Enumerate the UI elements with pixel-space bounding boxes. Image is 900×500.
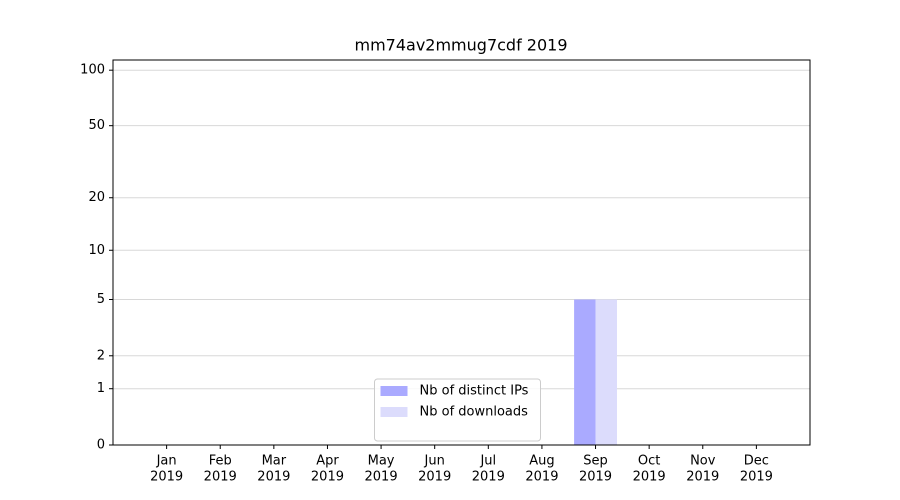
bar <box>574 299 596 445</box>
bar <box>595 299 617 445</box>
x-tick-label: 2019 <box>204 470 237 485</box>
x-tick-label: 2019 <box>257 470 290 485</box>
x-tick-label: Sep <box>583 454 608 469</box>
x-tick-label: 2019 <box>365 470 398 485</box>
x-tick-label: 2019 <box>150 470 183 485</box>
x-tick-label: 2019 <box>525 470 558 485</box>
y-tick-label: 5 <box>97 292 105 307</box>
legend-label: Nb of distinct IPs <box>420 384 529 399</box>
y-tick-label: 100 <box>80 63 105 78</box>
y-tick-label: 10 <box>88 243 105 258</box>
x-tick-label: Apr <box>316 454 339 469</box>
x-tick-label: Aug <box>529 454 554 469</box>
x-tick-label: Nov <box>690 454 716 469</box>
x-tick-label: Jul <box>479 454 496 469</box>
x-tick-label: Dec <box>744 454 769 469</box>
chart-title: mm74av2mmug7cdf 2019 <box>354 36 567 55</box>
y-tick-label: 0 <box>97 438 105 453</box>
x-tick-label: Mar <box>262 454 287 469</box>
x-tick-label: Feb <box>209 454 232 469</box>
x-tick-label: 2019 <box>579 470 612 485</box>
plot-frame <box>112 59 811 446</box>
legend-box <box>374 378 541 442</box>
x-tick-label: 2019 <box>686 470 719 485</box>
x-tick-label: 2019 <box>418 470 451 485</box>
legend-label: Nb of downloads <box>420 405 529 420</box>
legend-swatch <box>380 386 408 396</box>
x-tick-label: 2019 <box>311 470 344 485</box>
y-tick-label: 1 <box>97 381 105 396</box>
x-tick-label: Oct <box>638 454 660 469</box>
x-tick-label: Jan <box>156 454 177 469</box>
y-tick-label: 20 <box>88 190 105 205</box>
x-tick-label: 2019 <box>472 470 505 485</box>
legend-swatch <box>380 407 408 417</box>
x-tick-label: 2019 <box>633 470 666 485</box>
x-tick-label: Jun <box>424 454 445 469</box>
y-tick-label: 50 <box>88 118 105 133</box>
x-tick-label: 2019 <box>740 470 773 485</box>
x-tick-label: May <box>368 454 395 469</box>
y-tick-label: 2 <box>97 348 105 363</box>
